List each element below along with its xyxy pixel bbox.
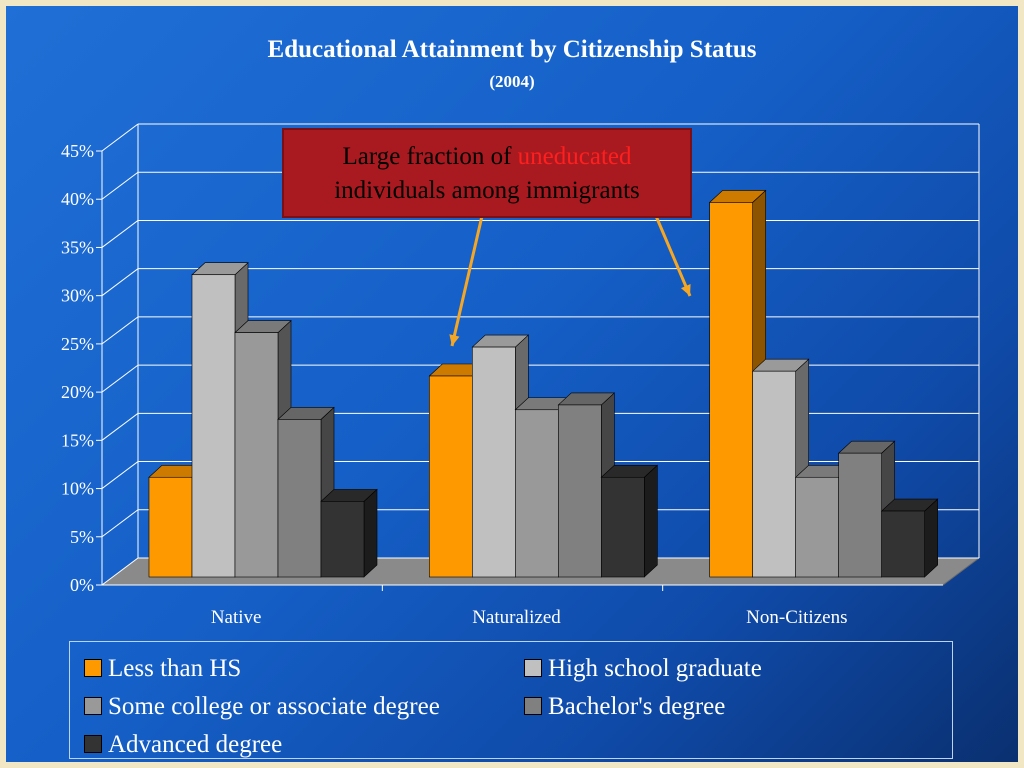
annotation-highlight: uneducated — [517, 143, 632, 170]
legend-swatch — [84, 735, 102, 754]
legend-swatch — [84, 659, 102, 678]
bar-side — [644, 464, 658, 578]
bar — [881, 510, 925, 578]
gridline-side — [101, 123, 139, 152]
annotation-callout: Large fraction of uneducated individuals… — [282, 128, 692, 218]
bar — [601, 476, 645, 578]
y-tick-label: 15% — [61, 430, 94, 450]
y-tick-label: 30% — [61, 286, 94, 306]
legend-swatch — [524, 697, 542, 716]
bar — [752, 370, 796, 578]
legend-label: Some college or associate degree — [108, 693, 440, 720]
legend-item-high-school-graduate: High school graduate — [524, 654, 762, 684]
annotation-arrow-naturalized — [450, 215, 484, 347]
y-tick-label: 45% — [61, 141, 94, 161]
bar — [558, 404, 602, 578]
bar — [191, 274, 236, 578]
bar-side — [363, 488, 378, 578]
bar — [838, 452, 882, 578]
legend-label: Advanced degree — [108, 731, 283, 758]
x-tick-label: Naturalized — [472, 607, 561, 628]
bar — [515, 409, 559, 578]
y-tick-label: 25% — [61, 334, 94, 354]
gridline-side — [101, 268, 139, 297]
bar — [795, 476, 839, 578]
bar-side — [924, 498, 938, 578]
legend: Less than HS High school graduate Some c… — [69, 641, 953, 759]
legend-item-some-college: Some college or associate degree — [84, 692, 440, 722]
slide: Educational Attainment by Citizenship St… — [6, 6, 1018, 762]
annotation-arrow-noncitizens — [654, 215, 692, 297]
y-tick-label: 10% — [61, 479, 94, 499]
gridline-side — [101, 364, 139, 393]
y-tick-label: 35% — [61, 237, 94, 257]
gridline-side — [101, 220, 139, 248]
chart-subtitle: (2004) — [489, 72, 535, 91]
bar — [148, 476, 193, 578]
annotation-text-after: individuals among immigrants — [334, 177, 640, 204]
legend-label: High school graduate — [548, 655, 762, 682]
y-tick-label: 0% — [70, 575, 94, 595]
annotation-arrow-naturalized-head — [449, 334, 460, 346]
bar — [277, 419, 322, 578]
annotation-text-before: Large fraction of — [342, 143, 518, 170]
y-tick-label: 40% — [61, 189, 94, 209]
legend-item-advanced-degree: Advanced degree — [84, 730, 282, 760]
bar — [472, 346, 516, 578]
y-tick-label: 20% — [61, 382, 94, 402]
bar — [320, 501, 365, 578]
gridline-side — [101, 509, 139, 538]
bar — [429, 375, 473, 578]
bar — [234, 332, 279, 578]
x-tick-label: Native — [211, 607, 262, 628]
gridline-side — [101, 316, 139, 345]
legend-swatch — [84, 697, 102, 716]
gridline-side — [101, 557, 139, 586]
bar-chart: 0% 5% 10% 15% 20% 25% 30% 35% 40% 45% Native Natura… — [61, 123, 981, 628]
legend-label: Less than HS — [108, 655, 242, 682]
y-tick-label: 5% — [70, 527, 94, 547]
gridline-side — [101, 461, 139, 489]
gridline-side — [101, 171, 139, 200]
legend-swatch — [524, 659, 542, 678]
x-tick-label: Non-Citizens — [746, 607, 847, 628]
bar — [709, 202, 753, 578]
annotation-arrow-noncitizens-head — [680, 284, 691, 296]
legend-item-bachelors-degree: Bachelor's degree — [524, 692, 725, 722]
legend-item-less-than-hs: Less than HS — [84, 654, 241, 684]
gridline-side — [101, 412, 139, 441]
legend-label: Bachelor's degree — [548, 693, 726, 720]
chart-title: Educational Attainment by Citizenship St… — [267, 36, 757, 63]
